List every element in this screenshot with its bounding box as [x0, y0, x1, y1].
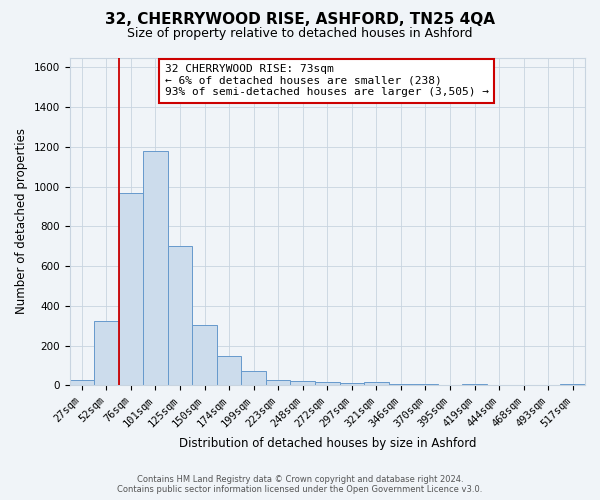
Text: Size of property relative to detached houses in Ashford: Size of property relative to detached ho…: [127, 28, 473, 40]
Bar: [290, 382, 315, 386]
Bar: [70, 380, 94, 386]
Bar: [192, 325, 217, 386]
X-axis label: Distribution of detached houses by size in Ashford: Distribution of detached houses by size …: [179, 437, 476, 450]
Text: Contains HM Land Registry data © Crown copyright and database right 2024.
Contai: Contains HM Land Registry data © Crown c…: [118, 474, 482, 494]
Bar: [217, 356, 241, 386]
Bar: [340, 384, 364, 386]
Bar: [462, 384, 487, 386]
Text: 32 CHERRYWOOD RISE: 73sqm
← 6% of detached houses are smaller (238)
93% of semi-: 32 CHERRYWOOD RISE: 73sqm ← 6% of detach…: [165, 64, 489, 98]
Y-axis label: Number of detached properties: Number of detached properties: [15, 128, 28, 314]
Bar: [168, 246, 192, 386]
Bar: [315, 382, 340, 386]
Bar: [560, 384, 585, 386]
Bar: [413, 384, 438, 386]
Bar: [143, 151, 168, 386]
Bar: [94, 321, 119, 386]
Bar: [241, 372, 266, 386]
Bar: [119, 192, 143, 386]
Text: 32, CHERRYWOOD RISE, ASHFORD, TN25 4QA: 32, CHERRYWOOD RISE, ASHFORD, TN25 4QA: [105, 12, 495, 28]
Bar: [389, 384, 413, 386]
Bar: [266, 380, 290, 386]
Bar: [364, 382, 389, 386]
